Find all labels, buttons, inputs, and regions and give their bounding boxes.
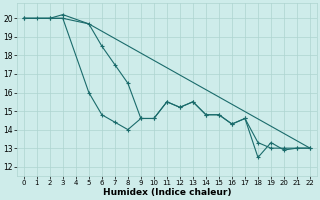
X-axis label: Humidex (Indice chaleur): Humidex (Indice chaleur) <box>103 188 231 197</box>
